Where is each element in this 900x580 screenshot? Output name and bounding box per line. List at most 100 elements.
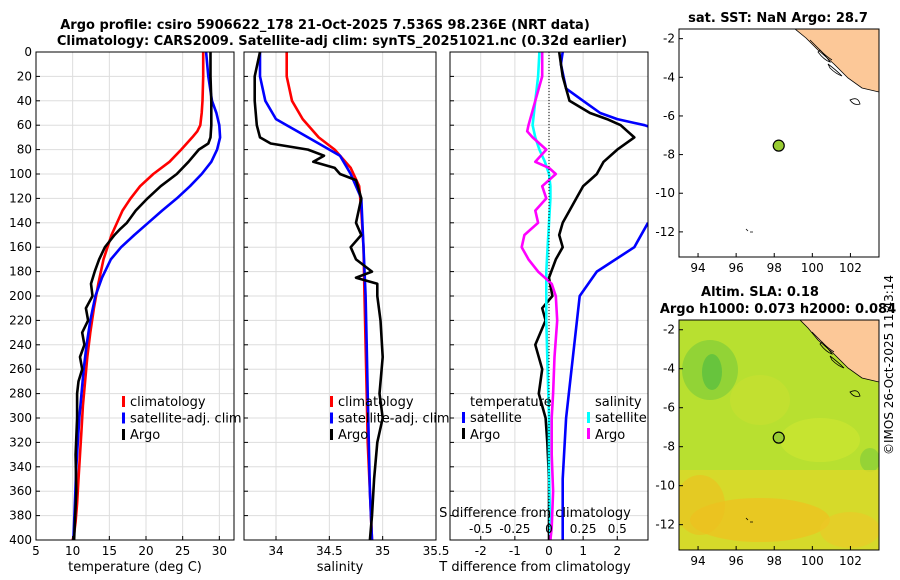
x-tick-label: 0 — [545, 544, 553, 558]
y-tick-label: 140 — [9, 216, 32, 230]
legend-label: Argo — [338, 428, 368, 443]
top-x-tick-label: -0.25 — [499, 522, 530, 536]
legend-label: climatology — [130, 395, 206, 410]
figure-title-line2: Climatology: CARS2009. Satellite-adj cli… — [57, 34, 627, 49]
top-x-tick-label: 0.25 — [570, 522, 597, 536]
legend-swatch — [122, 396, 125, 407]
sla-map-axes-box — [678, 319, 880, 551]
map-y-tick-label: -6 — [663, 401, 675, 415]
x-tick-label: 1 — [579, 544, 587, 558]
legend-label: satellite-adj. clim — [130, 412, 242, 427]
difference-panel: -2 -1 0 1 2 -0.5 -0.25 0 0.25 0.5 S difference fr… — [438, 51, 649, 575]
sla-low-patch — [679, 475, 725, 535]
x-tick-label: -1 — [509, 544, 521, 558]
legend-label: Argo — [595, 428, 625, 443]
top-x-tick-label: -0.5 — [469, 522, 492, 536]
legend-heading: salinity — [595, 395, 642, 410]
x-tick-label: 35 — [375, 544, 390, 558]
map-x-tick-label: 94 — [690, 261, 705, 275]
temperature-lines — [71, 52, 222, 540]
temperature-xlabel: temperature (deg C) — [68, 560, 202, 575]
sla-high-patch — [860, 448, 879, 472]
legend-swatch — [122, 429, 125, 440]
island-outline — [849, 390, 861, 397]
map-x-tick-label: 100 — [801, 261, 824, 275]
y-tick-label: 360 — [9, 484, 32, 498]
salinity-panel: 34 34.5 35 35.5 salinity climatology satelli… — [243, 51, 450, 575]
sla-low-patch — [690, 498, 830, 542]
sla-patch — [730, 375, 790, 425]
x-tick-label: 25 — [175, 544, 190, 558]
map-x-tick-label: 96 — [729, 554, 744, 568]
x-tick-label: 5 — [32, 544, 40, 558]
y-tick-label: 400 — [9, 533, 32, 547]
temperature-ticks: 0 20 40 60 80 100 120 140 160 180 200 220 240 260 280 3… — [9, 45, 227, 558]
sst-map: sat. SST: NaN Argo: 28.7 94 96 98 100 102 -2 -… — [655, 11, 880, 275]
legend-heading: temperature — [470, 395, 552, 410]
x-tick-label: 15 — [102, 544, 117, 558]
legend-swatch — [330, 429, 333, 440]
map-x-tick-label: 98 — [767, 554, 782, 568]
copyright-stamp: ©IMOS 26-Oct-2025 11:43:14 — [882, 275, 896, 455]
y-tick-label: 80 — [17, 143, 32, 157]
legend-swatch — [330, 396, 333, 407]
map-y-tick-label: -4 — [663, 362, 675, 376]
series-line — [71, 52, 205, 540]
series-line — [258, 52, 374, 540]
x-tick-label: 10 — [65, 544, 80, 558]
temperature-panel: 0 20 40 60 80 100 120 140 160 180 200 220 240 260 280 3… — [9, 45, 242, 575]
sst-map-land — [745, 29, 879, 233]
temperature-grid — [35, 51, 234, 541]
island-outline — [827, 63, 843, 77]
argo-location-marker — [772, 431, 785, 444]
legend-label: satellite — [595, 411, 647, 426]
legend-label: climatology — [338, 395, 414, 410]
sla-map-subtitle: Argo h1000: 0.073 h2000: 0.084 — [660, 302, 896, 317]
y-tick-label: 220 — [9, 313, 32, 327]
y-tick-label: 60 — [17, 118, 32, 132]
map-x-tick-label: 98 — [767, 261, 782, 275]
map-x-tick-label: 100 — [801, 554, 824, 568]
legend-swatch — [462, 412, 465, 423]
series-line — [559, 52, 648, 128]
legend-swatch — [122, 412, 125, 424]
y-tick-label: 240 — [9, 338, 32, 352]
x-tick-label: 30 — [212, 544, 227, 558]
map-x-tick-label: 96 — [729, 261, 744, 275]
x-tick-label: 20 — [138, 544, 153, 558]
series-line — [253, 52, 385, 540]
map-y-tick-label: -8 — [663, 148, 675, 162]
series-line — [520, 52, 559, 540]
difference-legend: temperaturesatelliteArgosalinitysatellit… — [462, 395, 647, 443]
difference-xlabel: T difference from climatology — [438, 560, 631, 575]
map-x-tick-label: 102 — [839, 554, 862, 568]
x-tick-label: 35.5 — [423, 544, 450, 558]
map-x-tick-label: 94 — [690, 554, 705, 568]
salinity-lines — [253, 52, 385, 540]
sst-map-ticks: 94 96 98 100 102 -2 -4 -6 -8 -10 -12 — [655, 32, 861, 275]
legend-label: Argo — [130, 428, 160, 443]
x-tick-label: 34 — [268, 544, 283, 558]
y-tick-label: 180 — [9, 265, 32, 279]
sla-map-title: Altim. SLA: 0.18 — [701, 285, 819, 300]
y-tick-label: 120 — [9, 191, 32, 205]
y-tick-label: 0 — [24, 45, 32, 59]
sst-map-title: sat. SST: NaN Argo: 28.7 — [688, 11, 868, 26]
salinity-ticks: 34 34.5 35 35.5 — [244, 51, 450, 558]
map-y-tick-label: -6 — [663, 109, 675, 123]
map-x-tick-label: 102 — [839, 261, 862, 275]
island-outline — [849, 98, 861, 105]
legend-swatch — [587, 412, 590, 423]
legend-label: Argo — [470, 428, 500, 443]
top-x-tick-label: 0 — [545, 522, 553, 536]
legend-label: satellite-adj. clim — [338, 412, 450, 427]
island-outline — [745, 228, 753, 233]
figure-title-line1: Argo profile: csiro 5906622_178 21-Oct-2… — [60, 18, 590, 33]
difference-ticks: -2 -1 0 1 2 -0.5 -0.25 0 0.25 0.5 — [450, 51, 627, 558]
map-y-tick-label: -4 — [663, 70, 675, 84]
legend-swatch — [587, 428, 590, 439]
map-y-tick-label: -10 — [655, 186, 675, 200]
difference-lines — [520, 52, 648, 540]
legend-label: satellite — [470, 411, 522, 426]
